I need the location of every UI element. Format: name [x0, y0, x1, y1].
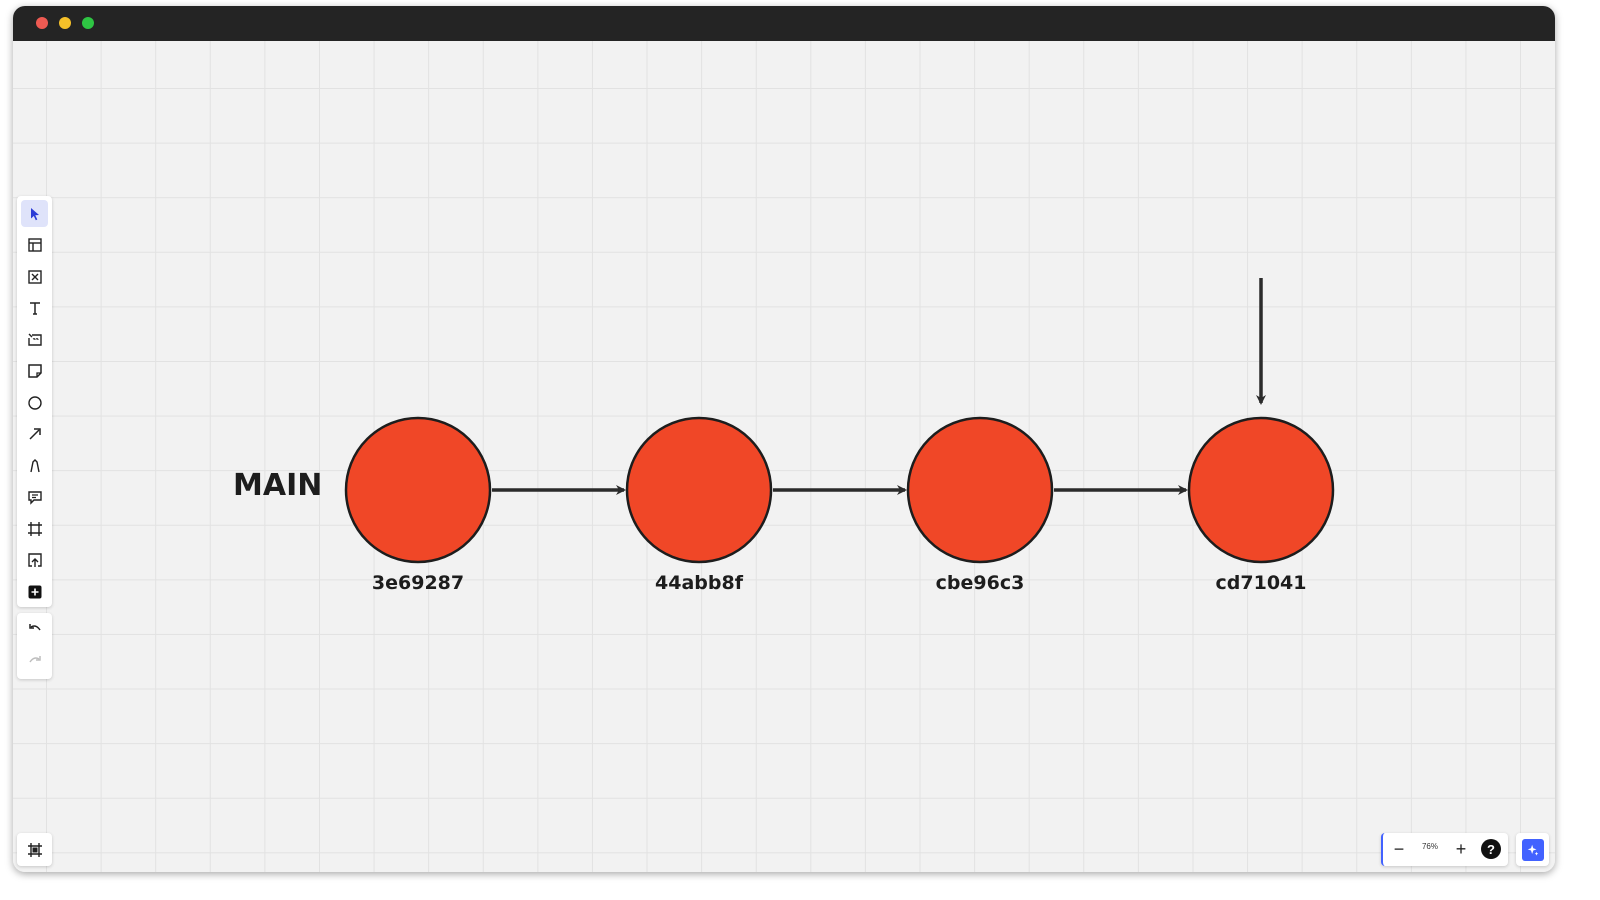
circle-icon [27, 395, 42, 410]
commit-node-1[interactable] [344, 416, 492, 564]
commit-label-3[interactable]: cbe96c3 [935, 572, 1025, 594]
upload-tool[interactable] [21, 546, 48, 573]
undo-icon [28, 623, 41, 630]
zoom-in-button[interactable]: + [1455, 838, 1467, 859]
undo-button[interactable] [21, 616, 48, 643]
sparkle-icon [1521, 838, 1544, 861]
commit-node-2[interactable] [625, 416, 773, 564]
frame-icon [27, 521, 42, 536]
zoom-level[interactable]: 76% [1421, 842, 1438, 851]
zoom-out-button[interactable]: − [1393, 838, 1405, 859]
connection-line-tool[interactable] [21, 420, 48, 447]
sticky-note-icon [27, 363, 42, 378]
whiteboard-canvas[interactable]: MAIN 3e69287 44abb8f cbe96c3 cd71041 [13, 41, 1555, 872]
select-tool[interactable] [21, 200, 48, 227]
commit-diagram [344, 278, 1335, 564]
redo-icon [28, 655, 41, 662]
pen-tool[interactable] [21, 452, 48, 479]
tool-palette [17, 196, 52, 607]
templates-tool[interactable] [21, 231, 48, 258]
assistant-button[interactable] [1516, 833, 1549, 866]
maximize-window-button[interactable] [82, 17, 94, 29]
upload-icon [27, 552, 42, 567]
commit-node-4[interactable] [1187, 416, 1335, 564]
help-button[interactable]: ? [1481, 839, 1501, 859]
crossed-box-icon [27, 269, 42, 284]
zoom-controls: − 76% + ? [1381, 833, 1508, 866]
cursor-icon [30, 207, 39, 220]
text-tool[interactable] [21, 294, 48, 321]
placeholder-tool[interactable] [21, 263, 48, 290]
branch-label[interactable]: MAIN [233, 468, 323, 503]
more-apps-tool[interactable] [21, 578, 48, 605]
pen-icon [29, 458, 40, 472]
card-tool[interactable] [21, 326, 48, 353]
layout-icon [27, 237, 42, 252]
redo-button[interactable] [21, 648, 48, 675]
sticky-note-tool[interactable] [21, 357, 48, 384]
comment-tool[interactable] [21, 483, 48, 510]
frame-tool[interactable] [21, 515, 48, 542]
history-controls [17, 613, 52, 679]
commit-node-3[interactable] [906, 416, 1054, 564]
frame-list-icon [27, 842, 42, 857]
text-icon [29, 301, 40, 315]
shapes-tool[interactable] [21, 389, 48, 416]
card-icon [27, 333, 42, 346]
commit-label-4[interactable]: cd71041 [1215, 572, 1307, 594]
title-bar [13, 6, 1555, 41]
close-window-button[interactable] [36, 17, 48, 29]
frames-panel-button[interactable] [17, 833, 52, 866]
minimize-window-button[interactable] [59, 17, 71, 29]
plus-square-icon [28, 585, 41, 598]
app-window: MAIN 3e69287 44abb8f cbe96c3 cd71041 [13, 6, 1555, 872]
commit-label-2[interactable]: 44abb8f [655, 572, 743, 594]
arrow-line-icon [28, 427, 41, 440]
commit-label-1[interactable]: 3e69287 [371, 572, 465, 594]
comment-icon [27, 490, 42, 505]
